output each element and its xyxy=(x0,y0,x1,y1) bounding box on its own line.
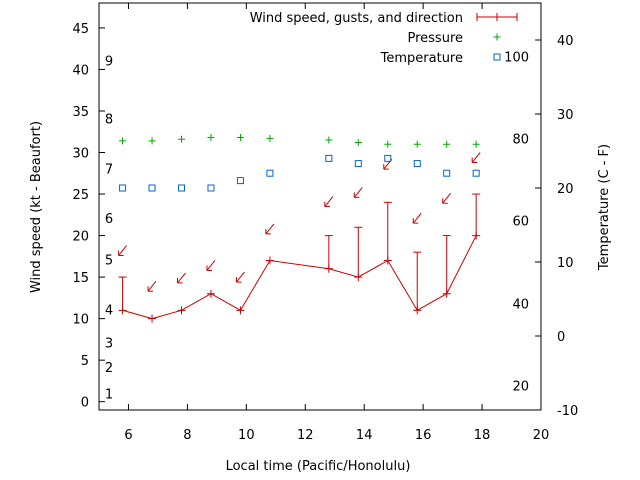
y-left-tick-label: 40 xyxy=(72,63,89,78)
y-axis-label-right: Temperature (C - F) xyxy=(597,144,612,271)
legend-label-temp: Temperature xyxy=(380,51,463,66)
wind-direction-arrow xyxy=(265,223,275,235)
beaufort-label: 5 xyxy=(105,254,113,269)
wind-direction-arrow xyxy=(235,271,245,283)
wind-speed-point xyxy=(324,264,333,273)
wind-direction-arrow xyxy=(147,280,157,292)
fahrenheit-label: 100 xyxy=(504,50,529,65)
x-tick-label: 8 xyxy=(183,428,191,443)
fahrenheit-label: 80 xyxy=(512,132,529,147)
wind-speed-point xyxy=(472,231,481,240)
x-tick-label: 10 xyxy=(238,428,255,443)
wind-direction-arrow xyxy=(177,272,186,284)
beaufort-label: 7 xyxy=(105,162,113,177)
wind-speed-point xyxy=(148,314,157,323)
y-right-tick-label: 0 xyxy=(557,330,565,345)
legend-label-wind: Wind speed, gusts, and direction xyxy=(250,11,463,26)
temperature-point xyxy=(178,184,186,192)
x-tick-label: 18 xyxy=(474,428,491,443)
temperature-point xyxy=(207,184,215,192)
wind-direction-arrow xyxy=(206,260,216,271)
temperature-point xyxy=(472,169,480,177)
wind-direction-arrow xyxy=(324,196,334,208)
x-axis-label: Local time (Pacific/Honolulu) xyxy=(226,459,411,474)
beaufort-label: 4 xyxy=(105,303,113,318)
x-tick-label: 20 xyxy=(533,428,550,443)
legend-symbol-pressure xyxy=(493,33,501,41)
wind-direction-arrow xyxy=(353,187,363,198)
y-right-tick-label: 20 xyxy=(557,182,574,197)
legend-symbol-wind xyxy=(476,13,518,21)
beaufort-label: 3 xyxy=(105,337,113,352)
y-right-tick-label: -10 xyxy=(557,404,578,419)
pressure-point xyxy=(178,135,186,143)
beaufort-label: 1 xyxy=(105,387,113,402)
fahrenheit-label: 40 xyxy=(512,297,529,312)
pressure-point xyxy=(325,136,333,144)
wind-direction-arrow xyxy=(471,152,481,163)
wind-speed-point xyxy=(354,273,363,282)
wind-speed-point xyxy=(413,306,422,315)
temperature-point xyxy=(236,177,244,185)
y-left-tick-label: 25 xyxy=(72,188,89,203)
pressure-point xyxy=(413,140,421,148)
beaufort-label: 6 xyxy=(105,212,113,227)
x-tick-label: 12 xyxy=(297,428,314,443)
x-tick-label: 6 xyxy=(124,428,132,443)
temperature-point xyxy=(325,154,333,162)
wind-direction-arrow xyxy=(442,192,452,204)
legend-symbol-temperature xyxy=(493,53,501,61)
temperature-point xyxy=(119,184,127,192)
plot-frame xyxy=(98,2,542,411)
y-left-tick-label: 35 xyxy=(72,105,89,120)
beaufort-label: 9 xyxy=(105,54,113,69)
pressure-point xyxy=(384,140,392,148)
temperature-point xyxy=(443,169,451,177)
pressure-point xyxy=(119,137,127,145)
pressure-point xyxy=(236,134,244,142)
y-right-tick-label: 40 xyxy=(557,34,574,49)
temperature-point xyxy=(148,184,156,192)
beaufort-label: 8 xyxy=(105,112,113,127)
temperature-point xyxy=(354,160,362,168)
x-tick-label: 14 xyxy=(356,428,373,443)
y-right-tick-label: 30 xyxy=(557,108,574,123)
y-right-tick-label: 10 xyxy=(557,256,574,271)
y-left-tick-label: 0 xyxy=(81,396,89,411)
pressure-point xyxy=(472,140,480,148)
temperature-point xyxy=(384,154,392,162)
wind-speed-line xyxy=(122,235,477,320)
y-left-tick-label: 45 xyxy=(72,22,89,37)
wind-speed-point xyxy=(177,306,186,315)
pressure-point xyxy=(354,139,362,147)
wind-speed-point xyxy=(442,289,451,298)
wind-speed-point xyxy=(118,306,127,315)
temperature-point xyxy=(266,169,274,177)
wind-speed-point xyxy=(265,256,274,265)
y-left-tick-label: 5 xyxy=(81,354,89,369)
fahrenheit-label: 60 xyxy=(512,215,529,230)
wind-speed-point xyxy=(383,256,392,265)
y-left-tick-label: 15 xyxy=(72,271,89,286)
y-left-tick-label: 30 xyxy=(72,147,89,162)
beaufort-label: 2 xyxy=(105,361,113,376)
pressure-point xyxy=(266,134,274,142)
fahrenheit-label: 20 xyxy=(512,380,529,395)
wind-direction-arrow xyxy=(118,245,127,257)
pressure-point xyxy=(207,134,215,142)
y-axis-label-left: Wind speed (kt - Beaufort) xyxy=(29,121,44,293)
y-left-tick-label: 20 xyxy=(72,230,89,245)
temperature-point xyxy=(413,160,421,168)
wind-speed-point xyxy=(206,289,215,298)
legend-label-pressure: Pressure xyxy=(407,31,463,46)
pressure-point xyxy=(443,140,451,148)
wind-speed-point xyxy=(236,306,245,315)
y-left-tick-label: 10 xyxy=(72,313,89,328)
x-tick-label: 16 xyxy=(415,428,432,443)
wind-direction-arrow xyxy=(412,212,422,224)
pressure-point xyxy=(148,137,156,145)
